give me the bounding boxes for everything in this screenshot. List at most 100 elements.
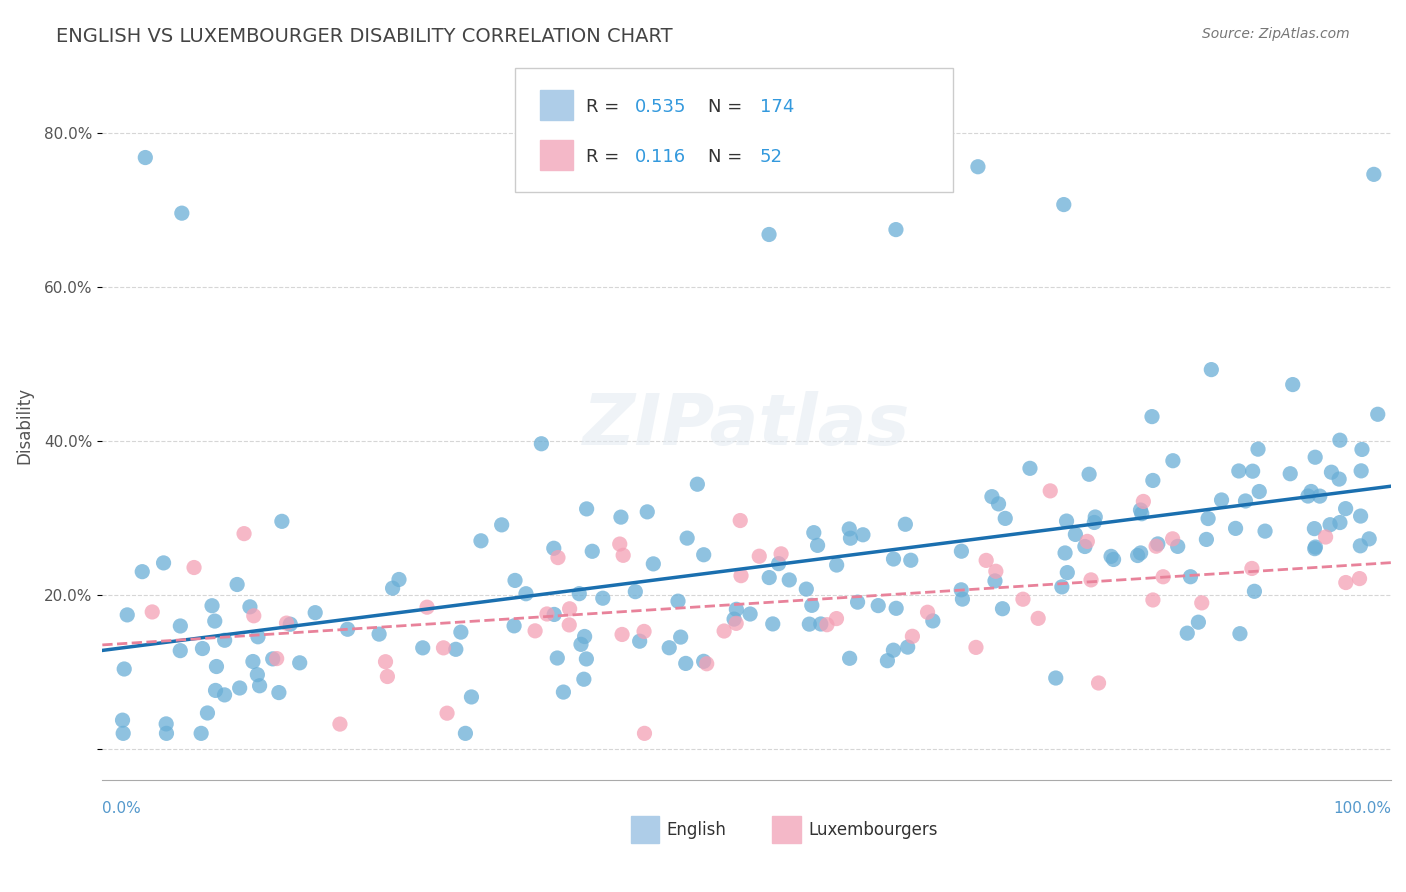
Point: [1229, 626, 1251, 640]
Point: [1129, 503, 1152, 517]
Point: [1053, 197, 1076, 211]
Point: [572, 672, 595, 686]
Point: [950, 582, 973, 597]
Point: [768, 557, 790, 571]
Text: Luxembourgers: Luxembourgers: [808, 821, 938, 838]
Point: [266, 651, 288, 665]
Point: [1315, 530, 1337, 544]
Point: [575, 502, 598, 516]
Point: [152, 556, 174, 570]
Point: [558, 602, 581, 616]
Point: [170, 206, 193, 220]
Point: [201, 599, 224, 613]
Point: [1329, 516, 1351, 530]
Point: [624, 584, 647, 599]
Point: [1320, 465, 1343, 479]
Point: [1142, 474, 1164, 488]
Point: [669, 630, 692, 644]
Point: [725, 602, 748, 616]
Text: R =: R =: [585, 98, 624, 116]
Point: [882, 552, 904, 566]
Point: [1197, 511, 1219, 525]
Point: [197, 706, 219, 720]
Point: [155, 717, 177, 731]
FancyBboxPatch shape: [515, 69, 953, 193]
Point: [190, 726, 212, 740]
Point: [1083, 516, 1105, 530]
Point: [950, 544, 973, 558]
Point: [1241, 464, 1264, 478]
Text: 52: 52: [759, 148, 783, 166]
Point: [984, 574, 1007, 588]
Point: [388, 573, 411, 587]
Point: [416, 600, 439, 615]
Point: [1045, 671, 1067, 685]
Point: [1064, 527, 1087, 541]
Point: [1126, 549, 1149, 563]
Point: [974, 553, 997, 567]
Point: [1099, 549, 1122, 564]
Point: [921, 614, 943, 628]
Point: [243, 608, 266, 623]
Point: [987, 497, 1010, 511]
Point: [967, 160, 990, 174]
Point: [1080, 573, 1102, 587]
Point: [838, 651, 860, 665]
Point: [612, 549, 634, 563]
Point: [1056, 514, 1078, 528]
Point: [770, 547, 793, 561]
Point: [799, 617, 821, 632]
Point: [1348, 572, 1371, 586]
Text: ENGLISH VS LUXEMBOURGER DISABILITY CORRELATION CHART: ENGLISH VS LUXEMBOURGER DISABILITY CORRE…: [56, 27, 673, 45]
Point: [1279, 467, 1302, 481]
Point: [1201, 362, 1223, 376]
Point: [1078, 467, 1101, 482]
Point: [1319, 517, 1341, 532]
Point: [204, 683, 226, 698]
Point: [740, 607, 762, 621]
Point: [536, 607, 558, 621]
Point: [1019, 461, 1042, 475]
Point: [276, 616, 298, 631]
Text: N =: N =: [709, 98, 748, 116]
Point: [1012, 592, 1035, 607]
Point: [723, 612, 745, 626]
FancyBboxPatch shape: [772, 816, 801, 843]
Point: [374, 655, 396, 669]
Point: [897, 640, 920, 654]
Point: [1187, 615, 1209, 630]
Point: [643, 557, 665, 571]
Point: [1303, 450, 1326, 465]
Point: [1130, 507, 1153, 521]
FancyBboxPatch shape: [540, 140, 572, 169]
Point: [1161, 532, 1184, 546]
Point: [610, 510, 633, 524]
Point: [239, 599, 262, 614]
Text: 0.535: 0.535: [634, 98, 686, 116]
Point: [713, 624, 735, 638]
Point: [1367, 407, 1389, 421]
Point: [1240, 561, 1263, 575]
Point: [1350, 464, 1372, 478]
Point: [1146, 537, 1168, 551]
Text: R =: R =: [585, 148, 624, 166]
Point: [1191, 596, 1213, 610]
Point: [882, 643, 904, 657]
Point: [1140, 409, 1163, 424]
Point: [547, 550, 569, 565]
Point: [470, 533, 492, 548]
Point: [515, 587, 537, 601]
Point: [1281, 377, 1303, 392]
Point: [262, 652, 284, 666]
Point: [381, 581, 404, 595]
Point: [155, 726, 177, 740]
Point: [242, 655, 264, 669]
Point: [1247, 442, 1270, 457]
Point: [228, 681, 250, 695]
Point: [112, 726, 135, 740]
Point: [546, 651, 568, 665]
Point: [806, 538, 828, 552]
Point: [636, 505, 658, 519]
Point: [1309, 489, 1331, 503]
Point: [952, 592, 974, 607]
